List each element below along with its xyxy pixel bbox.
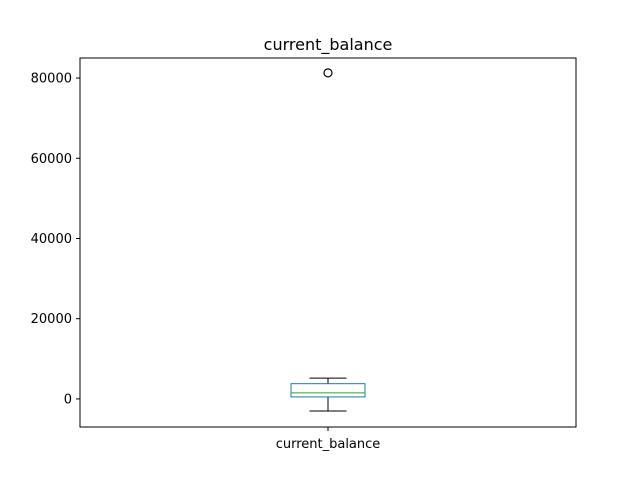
y-tick-label: 60000 bbox=[31, 152, 72, 167]
x-tick-label: current_balance bbox=[276, 437, 381, 452]
iqr-box bbox=[290, 383, 366, 398]
y-tick-label: 40000 bbox=[31, 232, 72, 247]
outlier-point bbox=[323, 68, 333, 78]
y-tick-label: 20000 bbox=[31, 312, 72, 327]
y-axis: 0 20000 40000 60000 80000 bbox=[31, 72, 80, 407]
plot-marks bbox=[290, 68, 366, 412]
x-axis: current_balance bbox=[276, 427, 381, 452]
y-tick-label: 80000 bbox=[31, 72, 72, 87]
y-tick-label: 0 bbox=[64, 392, 72, 407]
chart-title: current_balance bbox=[264, 35, 393, 55]
box-group bbox=[290, 68, 366, 412]
